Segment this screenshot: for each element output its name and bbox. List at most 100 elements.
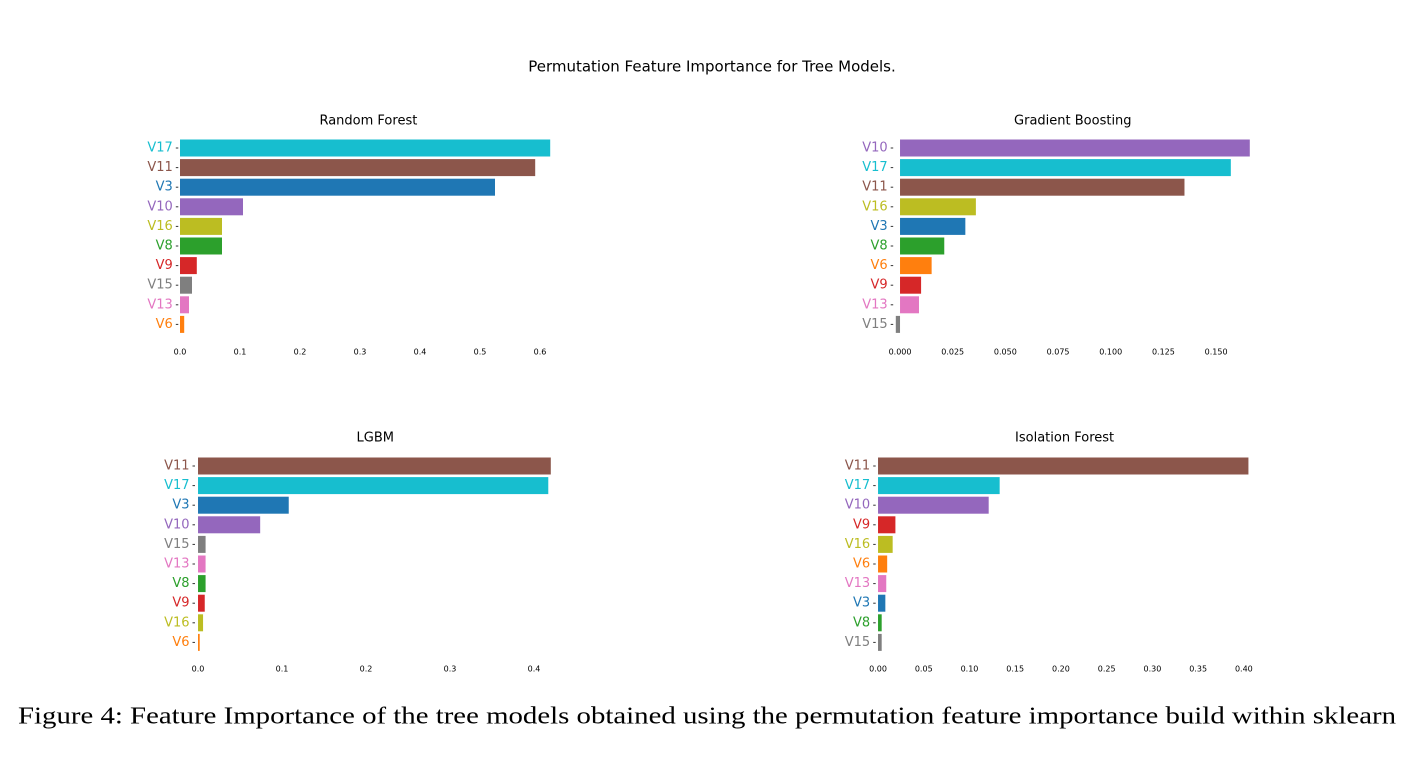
y-tick-label: V3 <box>172 498 189 513</box>
x-tick-label: 0.05 <box>915 665 933 674</box>
y-tick-label: V6 <box>871 258 888 273</box>
x-tick-label: 0.125 <box>1152 348 1175 357</box>
bar <box>878 555 888 573</box>
x-tick-label: 0.100 <box>1099 348 1122 357</box>
bar <box>900 198 976 216</box>
x-tick-label: 0.4 <box>528 665 541 674</box>
x-tick-label: 0.4 <box>414 348 427 357</box>
bar <box>198 457 551 475</box>
bar <box>878 575 887 593</box>
x-tick-label: 0.0 <box>174 348 187 357</box>
y-tick-label: V10 <box>862 141 887 156</box>
y-tick-label: V16 <box>845 537 870 552</box>
bar <box>900 257 932 275</box>
bar <box>900 159 1231 177</box>
bar <box>198 535 206 553</box>
x-tick-label: 0.000 <box>889 348 912 357</box>
x-tick-label: 0.10 <box>961 665 979 674</box>
y-tick-label: V11 <box>164 459 189 474</box>
y-tick-label: V8 <box>871 239 888 254</box>
bar <box>198 575 206 593</box>
y-tick-label: V16 <box>164 615 189 630</box>
y-tick-label: V13 <box>845 576 870 591</box>
bar <box>180 237 222 255</box>
y-tick-label: V17 <box>164 478 189 493</box>
x-tick-label: 0.20 <box>1052 665 1070 674</box>
y-tick-label: V3 <box>853 596 870 611</box>
bar <box>878 633 882 651</box>
y-tick-label: V9 <box>156 258 173 273</box>
bar <box>180 178 495 196</box>
bar <box>900 178 1185 196</box>
bar <box>180 257 197 275</box>
bar <box>900 237 945 255</box>
bar <box>198 555 206 573</box>
y-tick-label: V15 <box>862 317 887 332</box>
bar <box>180 217 222 235</box>
x-tick-label: 0.25 <box>1098 665 1116 674</box>
x-tick-label: 0.1 <box>234 348 247 357</box>
x-tick-label: 0.1 <box>276 665 289 674</box>
y-tick-label: V11 <box>845 459 870 474</box>
caption: Figure 4: Feature Importance of the tree… <box>18 704 1396 730</box>
bar <box>878 594 886 612</box>
y-tick-label: V6 <box>853 557 870 572</box>
y-tick-label: V15 <box>845 635 870 650</box>
figure-title: Permutation Feature Importance for Tree … <box>528 58 896 76</box>
y-tick-label: V8 <box>156 239 173 254</box>
x-tick-label: 0.0 <box>192 665 205 674</box>
bar <box>878 457 1249 475</box>
y-tick-label: V9 <box>853 517 870 532</box>
x-tick-label: 0.35 <box>1189 665 1207 674</box>
bar <box>198 496 289 514</box>
subplot-title: Gradient Boosting <box>1014 114 1132 129</box>
x-tick-label: 0.00 <box>869 665 887 674</box>
x-tick-label: 0.15 <box>1006 665 1024 674</box>
bar <box>900 276 922 294</box>
y-tick-label: V8 <box>853 615 870 630</box>
x-tick-label: 0.2 <box>294 348 307 357</box>
y-tick-label: V17 <box>147 141 172 156</box>
bar <box>878 496 989 514</box>
y-tick-label: V10 <box>845 498 870 513</box>
y-tick-label: V16 <box>147 219 172 234</box>
subplot-title: Random Forest <box>319 114 417 129</box>
bar <box>180 139 551 157</box>
y-tick-label: V17 <box>862 160 887 175</box>
bar <box>900 217 966 235</box>
x-tick-label: 0.5 <box>474 348 487 357</box>
bar <box>878 535 893 553</box>
x-tick-label: 0.40 <box>1235 665 1253 674</box>
y-tick-label: V15 <box>164 537 189 552</box>
y-tick-label: V11 <box>147 160 172 175</box>
y-tick-label: V17 <box>845 478 870 493</box>
y-tick-label: V15 <box>147 278 172 293</box>
y-tick-label: V11 <box>862 180 887 195</box>
bar <box>198 516 261 534</box>
x-tick-label: 0.6 <box>534 348 547 357</box>
y-tick-label: V3 <box>156 180 173 195</box>
x-tick-label: 0.075 <box>1047 348 1070 357</box>
y-tick-label: V10 <box>147 199 172 214</box>
x-tick-label: 0.025 <box>941 348 964 357</box>
y-tick-label: V8 <box>172 576 189 591</box>
x-tick-label: 0.30 <box>1143 665 1161 674</box>
x-tick-label: 0.050 <box>994 348 1017 357</box>
x-tick-label: 0.3 <box>444 665 457 674</box>
y-tick-label: V6 <box>156 317 173 332</box>
x-tick-label: 0.150 <box>1205 348 1228 357</box>
bar <box>878 516 896 534</box>
x-tick-label: 0.3 <box>354 348 367 357</box>
bar <box>198 633 200 651</box>
y-tick-label: V16 <box>862 199 887 214</box>
y-tick-label: V3 <box>871 219 888 234</box>
bar <box>198 614 204 632</box>
bar <box>180 198 243 216</box>
bar <box>895 315 901 333</box>
bar <box>198 594 205 612</box>
bar <box>180 276 192 294</box>
bar <box>180 315 185 333</box>
y-tick-label: V13 <box>147 297 172 312</box>
